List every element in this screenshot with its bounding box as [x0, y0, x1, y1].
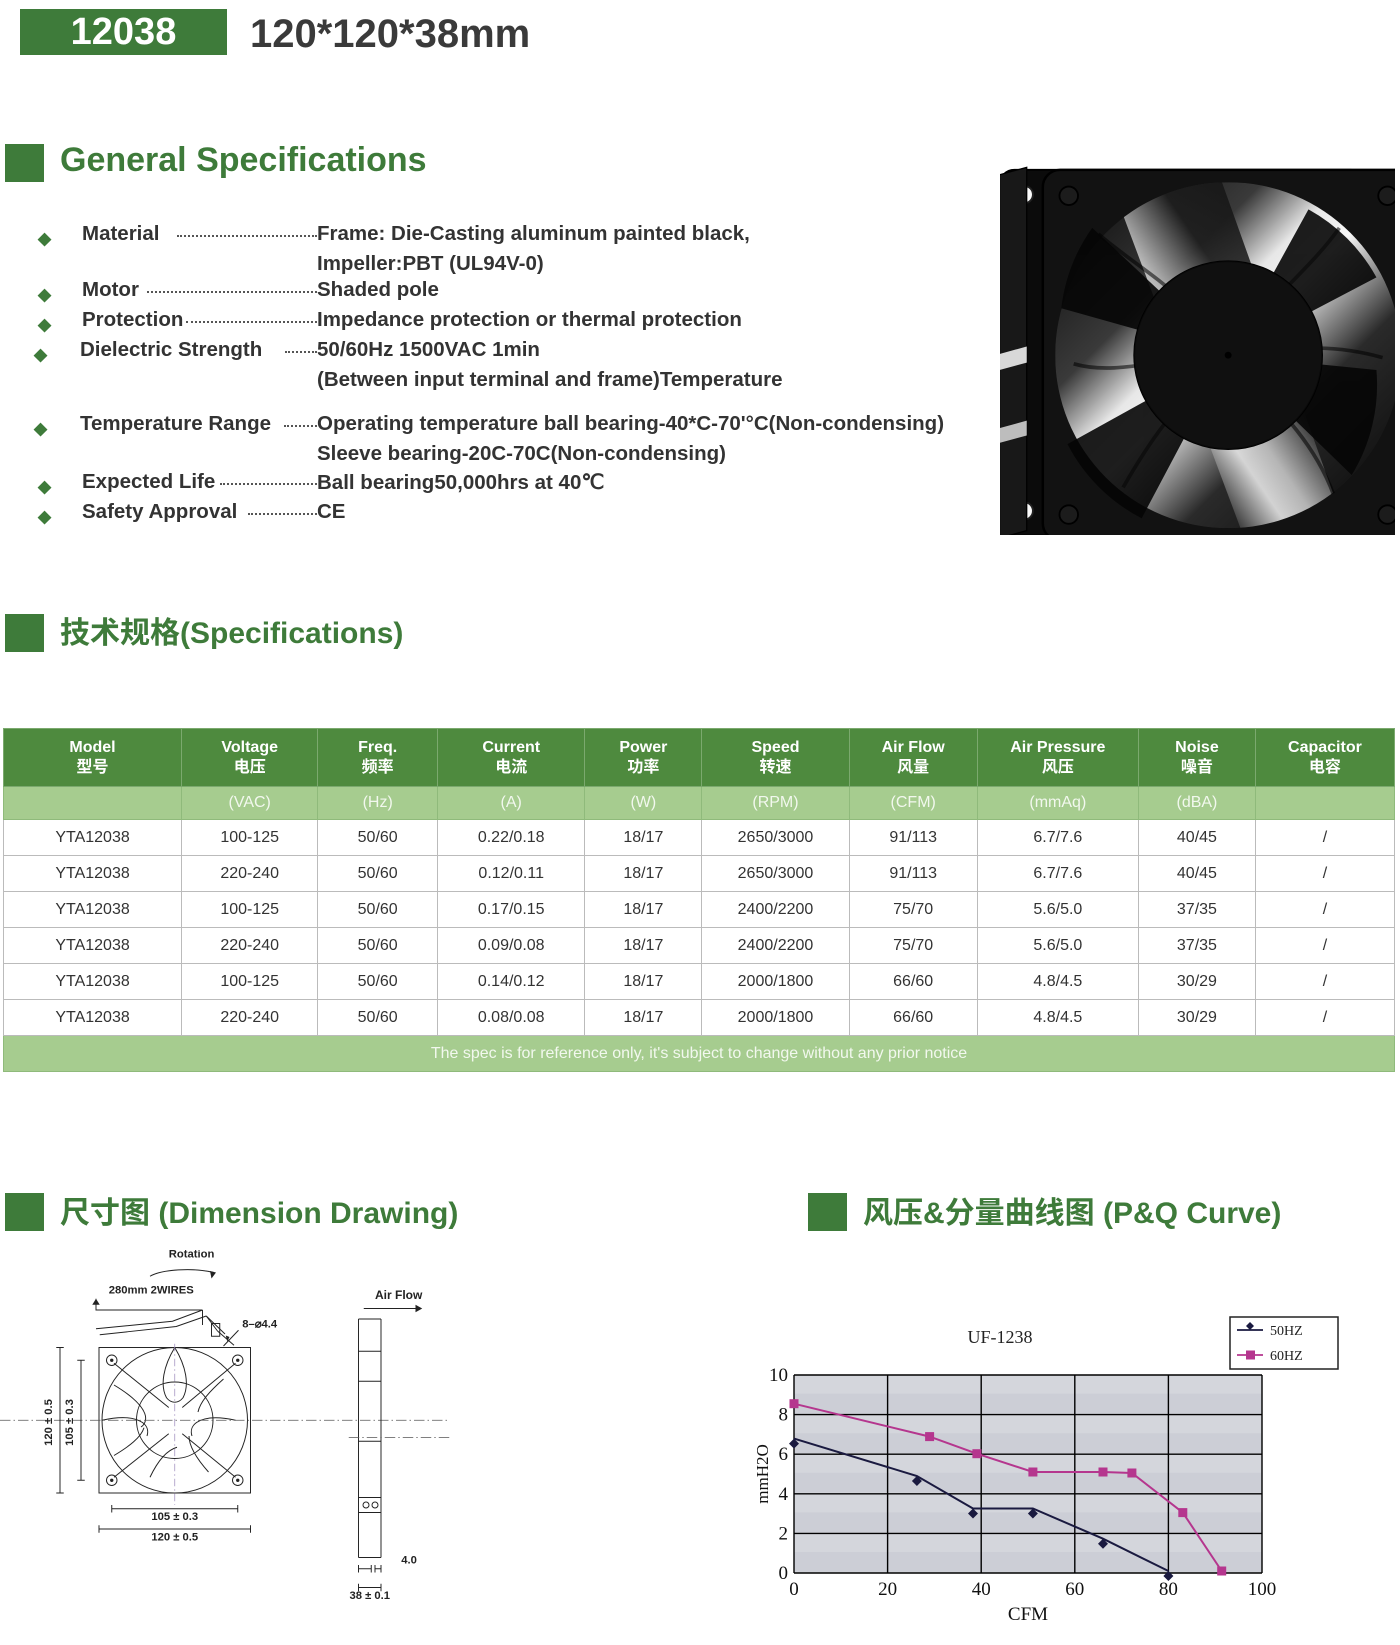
- svg-text:UF-1238: UF-1238: [967, 1327, 1032, 1347]
- svg-text:100: 100: [1248, 1579, 1277, 1600]
- svg-text:120 ± 0.5: 120 ± 0.5: [43, 1399, 55, 1446]
- svg-text:Air Flow: Air Flow: [375, 1288, 423, 1302]
- svg-text:0: 0: [789, 1579, 799, 1600]
- svg-text:60: 60: [1065, 1579, 1084, 1600]
- svg-text:60HZ: 60HZ: [1270, 1349, 1303, 1364]
- svg-text:Rotation: Rotation: [169, 1250, 215, 1261]
- svg-text:4: 4: [779, 1484, 789, 1505]
- svg-text:80: 80: [1159, 1579, 1178, 1600]
- svg-text:mmH2O: mmH2O: [753, 1444, 772, 1504]
- svg-text:20: 20: [878, 1579, 897, 1600]
- svg-text:280mm 2WIRES: 280mm 2WIRES: [109, 1285, 195, 1297]
- svg-text:8: 8: [779, 1405, 789, 1426]
- svg-text:50HZ: 50HZ: [1270, 1324, 1303, 1339]
- svg-text:CFM: CFM: [1008, 1604, 1048, 1625]
- svg-text:10: 10: [769, 1365, 788, 1386]
- svg-text:0: 0: [779, 1563, 789, 1584]
- svg-text:38 ± 0.1: 38 ± 0.1: [349, 1590, 390, 1602]
- svg-text:120 ± 0.5: 120 ± 0.5: [151, 1531, 198, 1543]
- svg-text:105 ± 0.3: 105 ± 0.3: [151, 1511, 198, 1523]
- svg-text:4.0: 4.0: [401, 1555, 417, 1567]
- svg-text:6: 6: [779, 1444, 789, 1465]
- svg-text:8–⌀4.4: 8–⌀4.4: [242, 1318, 278, 1330]
- svg-text:2: 2: [779, 1523, 789, 1544]
- svg-text:105 ± 0.3: 105 ± 0.3: [64, 1399, 76, 1446]
- svg-text:40: 40: [972, 1579, 991, 1600]
